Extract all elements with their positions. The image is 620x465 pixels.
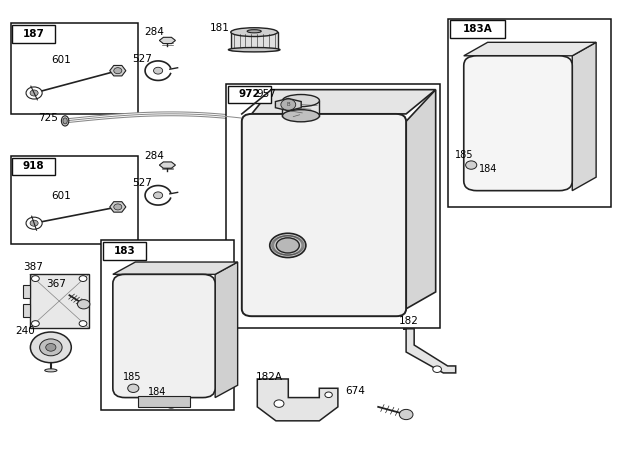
Bar — [11, 23, 138, 114]
Ellipse shape — [228, 47, 280, 52]
Text: 240: 240 — [16, 326, 35, 336]
Text: 284: 284 — [144, 27, 164, 37]
Ellipse shape — [277, 238, 299, 253]
Text: 972: 972 — [239, 89, 260, 100]
Circle shape — [114, 204, 122, 210]
Circle shape — [466, 161, 477, 169]
Bar — [23, 304, 30, 317]
Bar — [12, 158, 55, 175]
Circle shape — [165, 399, 177, 408]
Circle shape — [114, 68, 122, 73]
Polygon shape — [403, 329, 456, 373]
Circle shape — [281, 99, 296, 110]
Text: 601: 601 — [51, 191, 71, 201]
Text: 674: 674 — [345, 386, 365, 396]
Circle shape — [79, 321, 87, 326]
Circle shape — [26, 87, 42, 99]
Polygon shape — [159, 162, 175, 168]
Text: 527: 527 — [132, 53, 152, 64]
Ellipse shape — [270, 233, 306, 258]
Bar — [23, 285, 30, 299]
Polygon shape — [406, 90, 436, 309]
Circle shape — [154, 192, 162, 199]
Bar — [12, 25, 55, 43]
Text: 725: 725 — [38, 113, 58, 123]
Text: 367: 367 — [46, 279, 66, 289]
Text: 387: 387 — [24, 262, 43, 272]
Circle shape — [46, 344, 56, 351]
Circle shape — [40, 339, 62, 356]
Bar — [231, 32, 278, 50]
Bar — [11, 156, 138, 244]
Ellipse shape — [63, 118, 67, 124]
Circle shape — [30, 90, 38, 96]
Text: 284: 284 — [144, 151, 164, 161]
Bar — [226, 84, 440, 328]
Ellipse shape — [247, 30, 261, 33]
Text: eReplacementParts.com: eReplacementParts.com — [242, 239, 378, 249]
Circle shape — [30, 332, 71, 363]
Bar — [448, 19, 611, 207]
Text: 184: 184 — [479, 164, 497, 174]
Polygon shape — [257, 379, 338, 421]
Text: 184: 184 — [148, 387, 166, 397]
Bar — [228, 86, 271, 103]
Text: 185: 185 — [454, 150, 473, 160]
Polygon shape — [159, 37, 175, 44]
Bar — [450, 20, 505, 38]
Bar — [101, 240, 234, 410]
Circle shape — [26, 217, 42, 229]
Text: 527: 527 — [132, 178, 152, 188]
Text: 182A: 182A — [256, 372, 283, 382]
Circle shape — [32, 321, 39, 326]
FancyBboxPatch shape — [242, 114, 406, 316]
Text: 181: 181 — [210, 23, 229, 33]
Circle shape — [128, 384, 139, 392]
Bar — [103, 242, 146, 260]
Text: 187: 187 — [23, 29, 45, 39]
Ellipse shape — [283, 110, 319, 122]
Text: 183: 183 — [113, 246, 135, 256]
Circle shape — [78, 299, 90, 309]
Polygon shape — [252, 90, 436, 114]
FancyBboxPatch shape — [464, 56, 572, 191]
Polygon shape — [572, 42, 596, 191]
Circle shape — [154, 67, 162, 74]
Circle shape — [433, 366, 441, 372]
Ellipse shape — [61, 116, 69, 126]
Bar — [138, 396, 190, 407]
Polygon shape — [464, 42, 596, 56]
Text: 183A: 183A — [463, 24, 492, 34]
Bar — [30, 274, 89, 328]
Circle shape — [30, 220, 38, 226]
Text: 957: 957 — [256, 88, 276, 99]
Circle shape — [79, 276, 87, 281]
Polygon shape — [113, 262, 237, 274]
Ellipse shape — [231, 28, 278, 37]
Circle shape — [32, 276, 39, 281]
Polygon shape — [110, 66, 126, 76]
Circle shape — [325, 392, 332, 398]
Circle shape — [399, 409, 413, 419]
Ellipse shape — [283, 94, 319, 106]
Text: 918: 918 — [23, 161, 45, 172]
Text: 601: 601 — [51, 54, 71, 65]
Polygon shape — [110, 202, 126, 212]
Ellipse shape — [45, 369, 57, 372]
Text: B: B — [286, 102, 290, 107]
Text: 182: 182 — [399, 316, 419, 326]
Polygon shape — [215, 262, 237, 398]
Text: 185: 185 — [123, 372, 141, 382]
FancyBboxPatch shape — [113, 274, 215, 398]
Circle shape — [501, 177, 513, 186]
Polygon shape — [275, 99, 301, 111]
Circle shape — [274, 400, 284, 407]
